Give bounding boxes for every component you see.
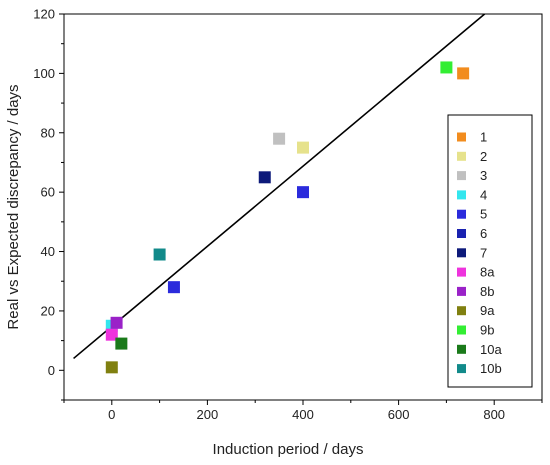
x-tick-label: 0 <box>108 407 115 422</box>
legend-swatch-8a <box>457 267 466 277</box>
legend-label-8a: 8a <box>480 265 495 280</box>
y-tick-label: 120 <box>33 7 55 22</box>
data-point-5 <box>297 186 309 199</box>
legend-label-9b: 9b <box>480 323 494 338</box>
x-tick-label: 800 <box>483 407 505 422</box>
data-point-8b <box>110 316 123 329</box>
legend-label-10a: 10a <box>480 342 502 357</box>
legend-swatch-5 <box>457 209 466 219</box>
data-point-2 <box>297 141 309 154</box>
legend-label-4: 4 <box>480 187 487 202</box>
legend-swatch-3 <box>457 171 466 181</box>
legend-label-7: 7 <box>480 245 487 260</box>
y-tick-label: 80 <box>41 125 55 140</box>
data-point-7 <box>258 171 271 184</box>
fit-line <box>73 14 486 360</box>
y-tick-label: 0 <box>48 363 55 378</box>
legend-swatch-2 <box>457 151 466 161</box>
data-point-1 <box>457 67 470 80</box>
legend: 1 2 3 4 5 6 7 8a 8b 9a 9b 10a 10b <box>447 114 533 388</box>
data-point-3 <box>273 132 286 145</box>
y-tick-label: 100 <box>33 66 55 81</box>
data-point-5 <box>167 281 180 294</box>
data-point-8a <box>105 328 118 341</box>
legend-label-8b: 8b <box>480 284 494 299</box>
legend-swatch-9a <box>457 306 466 316</box>
data-point-9a <box>105 361 118 374</box>
y-axis: 0 20 40 60 80 100 120 <box>33 7 64 401</box>
legend-swatch-10a <box>457 344 466 354</box>
legend-label-3: 3 <box>480 168 487 183</box>
y-tick-label: 60 <box>41 185 55 200</box>
legend-label-5: 5 <box>480 207 487 222</box>
x-axis: 0 200 400 600 800 <box>63 400 543 422</box>
x-tick-label: 400 <box>292 407 314 422</box>
legend-label-9a: 9a <box>480 303 495 318</box>
plot-area <box>73 14 486 374</box>
legend-swatch-10b <box>457 364 466 374</box>
legend-swatch-1 <box>457 132 466 142</box>
x-tick-label: 600 <box>388 407 410 422</box>
legend-label-10b: 10b <box>480 361 502 376</box>
y-axis-title: Real vs Expected discrepancy / days <box>5 84 22 329</box>
legend-swatch-7 <box>457 248 466 258</box>
x-tick-label: 200 <box>197 407 219 422</box>
y-tick-label: 40 <box>41 244 55 259</box>
legend-label-2: 2 <box>480 149 487 164</box>
data-point-10b <box>153 248 166 261</box>
legend-swatch-8b <box>457 286 466 296</box>
y-tick-label: 20 <box>41 303 55 318</box>
data-point-10a <box>115 337 128 350</box>
data-point-9b <box>440 61 453 74</box>
legend-swatch-9b <box>457 325 466 335</box>
legend-label-1: 1 <box>480 130 487 145</box>
x-axis-title: Induction period / days <box>213 441 364 458</box>
legend-swatch-6 <box>457 229 466 238</box>
legend-label-6: 6 <box>480 226 487 241</box>
legend-swatch-4 <box>457 190 466 200</box>
